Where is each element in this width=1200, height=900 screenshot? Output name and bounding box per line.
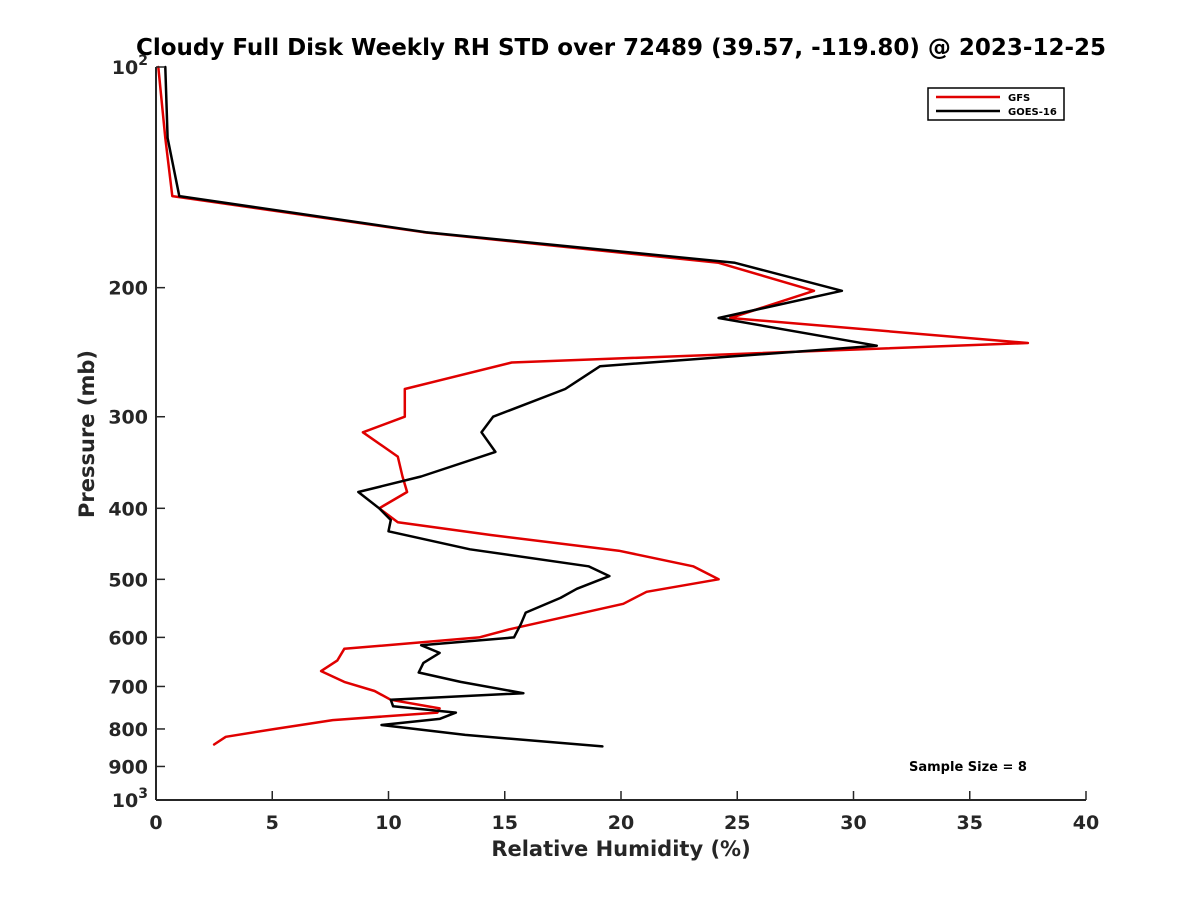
x-axis-label: Relative Humidity (%) [491,837,750,861]
x-tick-label: 35 [957,812,983,834]
y-tick-label: 500 [108,569,148,591]
x-tick-label: 30 [840,812,866,834]
y-tick-label: 800 [108,719,148,741]
y-tick-label: 700 [108,676,148,698]
legend: GFS GOES-16 [927,87,1065,121]
y-tick-label: 200 [108,278,148,300]
y-tick-label: 300 [108,407,148,429]
y-tick-label: 900 [108,756,148,778]
x-tick-label: 0 [149,812,162,834]
y-axis-label: Pressure (mb) [75,350,99,518]
x-tick-label: 25 [724,812,750,834]
y-tick-label: 400 [108,498,148,520]
sample-size-annotation: Sample Size = 8 [909,760,1027,775]
y-tick-label: 102 [112,53,148,79]
series-group [157,65,1030,748]
x-tick-label: 15 [492,812,518,834]
series-line-goes-16 [164,65,879,748]
x-tick-label: 40 [1073,812,1099,834]
chart-title: Cloudy Full Disk Weekly RH STD over 7248… [136,35,1106,61]
x-tick-label: 20 [608,812,634,834]
x-tick-group: 0 5 10 15 20 25 30 35 40 [149,791,1099,834]
y-tick-label: 103 [112,786,148,812]
legend-box [927,87,1065,121]
x-tick-label: 10 [375,812,401,834]
legend-label-gfs: GFS [1008,93,1030,104]
legend-label-goes16: GOES-16 [1008,107,1057,118]
y-tick-group: 102 200 300 400 500 600 700 800 900 103 [108,53,165,812]
y-tick-label: 600 [108,627,148,649]
x-tick-label: 5 [266,812,279,834]
